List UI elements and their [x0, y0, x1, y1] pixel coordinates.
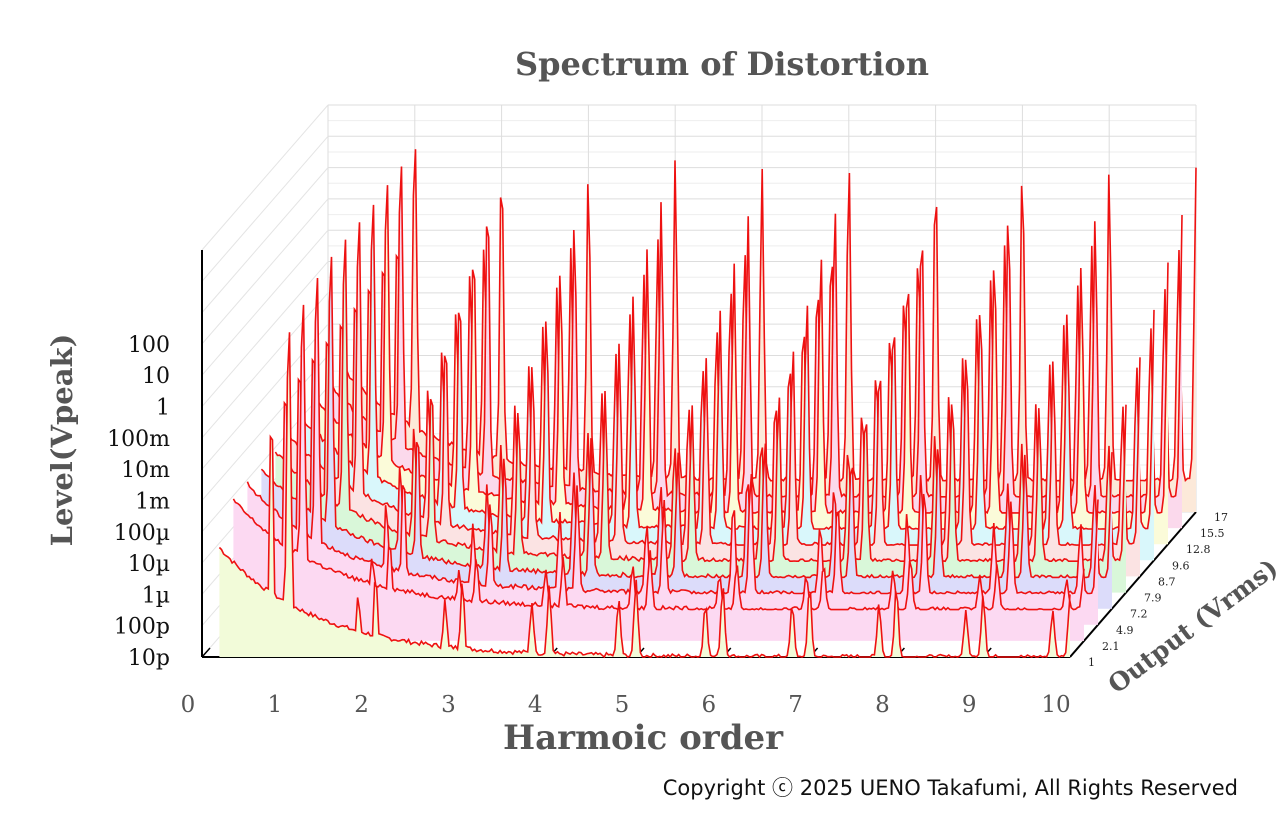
- grid-line-depth: [201, 167, 329, 313]
- y-tick-label: 1: [156, 396, 170, 421]
- series-layer: [218, 149, 1197, 659]
- grid-line-depth: [201, 292, 329, 439]
- labels-layer: 10p 100p 1µ 10µ 100µ 1m 10m 100m 1 10 100 0 1 2 3 4 5 6 7 8…: [107, 333, 1228, 718]
- x-tick-label: 6: [701, 692, 716, 718]
- y-tick-label: 100µ: [114, 521, 170, 546]
- series-area: [233, 304, 1084, 641]
- grid-line-depth: [201, 104, 329, 251]
- z-tick-label: 4.9: [1116, 624, 1134, 637]
- series-output-1: [218, 332, 1071, 659]
- x-tick-label: 1: [267, 692, 282, 718]
- z-tick-label: 15.5: [1200, 527, 1225, 540]
- x-tick-label: 0: [181, 692, 196, 718]
- y-tick-label: 10µ: [128, 552, 170, 577]
- grid-line-depth: [201, 386, 329, 533]
- series-line: [218, 332, 1071, 659]
- chart-title: Spectrum of Distortion: [515, 45, 929, 83]
- x-axis-tick: [201, 647, 211, 658]
- x-tick-label: 4: [528, 692, 543, 718]
- x-axis-tick: [1069, 647, 1079, 658]
- grid-line-depth: [201, 198, 329, 345]
- series-output-2.1: [232, 304, 1085, 641]
- copyright-notice: Copyright ⓒ 2025 UENO Takafumi, All Righ…: [663, 776, 1238, 800]
- z-tick-label: 7.9: [1144, 592, 1162, 605]
- x-tick-label: 5: [615, 692, 630, 718]
- x-tick-label: 8: [875, 692, 890, 718]
- y-tick-label: 1m: [135, 489, 170, 514]
- y-tick-label: 10m: [121, 458, 170, 483]
- y-tick-label: 100p: [114, 615, 170, 640]
- z-axis-line: [1069, 511, 1197, 658]
- x-tick-label: 2: [354, 692, 369, 718]
- x-tick-label: 3: [441, 692, 456, 718]
- z-tick-label: 7.2: [1130, 608, 1148, 621]
- grid-line-depth: [201, 135, 329, 282]
- z-tick-label: 9.6: [1172, 559, 1190, 572]
- grid-line-depth: [201, 229, 329, 376]
- y-tick-label: 1µ: [142, 583, 170, 608]
- grid-line-depth: [201, 355, 329, 501]
- x-tick-label: 9: [962, 692, 977, 718]
- grid-line-depth: [201, 261, 329, 407]
- y-tick-label: 100: [128, 333, 170, 358]
- z-tick-label: 12.8: [1186, 543, 1211, 556]
- x-axis-label: Harmoic order: [503, 718, 784, 758]
- y-tick-label: 10p: [128, 646, 170, 671]
- z-tick-label: 1: [1088, 656, 1095, 669]
- y-axis-label: Level(Vpeak): [45, 334, 79, 547]
- z-tick-label: 17: [1214, 511, 1228, 524]
- x-tick-label: 10: [1041, 692, 1070, 718]
- x-tick-label: 7: [788, 692, 803, 718]
- series-line: [232, 304, 1085, 611]
- y-tick-label: 100m: [107, 427, 170, 452]
- grid-line-depth: [201, 323, 329, 470]
- z-tick-label: 2.1: [1102, 640, 1120, 653]
- z-tick-label: 8.7: [1158, 575, 1176, 588]
- y-tick-label: 10: [142, 364, 170, 389]
